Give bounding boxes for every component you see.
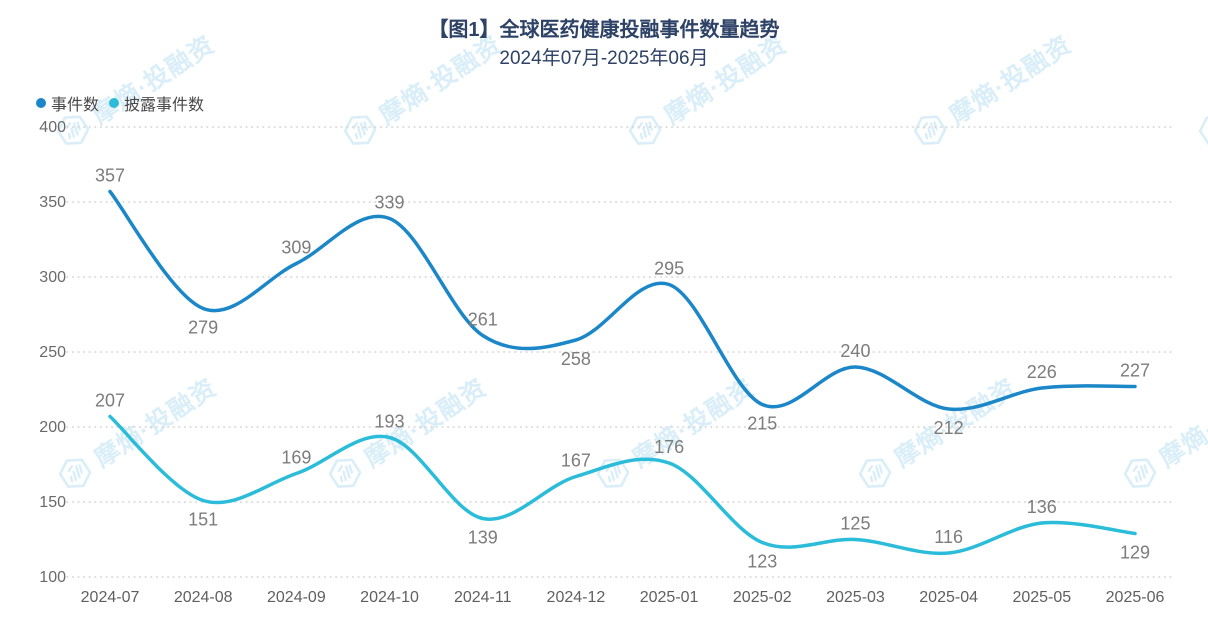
y-axis-tick-label: 400 (39, 119, 66, 136)
chart-legend: 事件数 披露事件数 (36, 91, 204, 115)
y-axis-tick-label: 250 (39, 344, 66, 361)
x-axis-tick-label: 2024-11 (454, 589, 512, 606)
data-label: 258 (561, 349, 591, 369)
data-label: 226 (1027, 362, 1057, 382)
y-axis-tick-label: 100 (39, 569, 66, 586)
data-label: 339 (375, 193, 405, 213)
series-line-1 (108, 414, 1137, 556)
x-axis-tick-label: 2025-02 (733, 589, 792, 606)
x-axis-tick-label: 2025-04 (919, 589, 978, 606)
x-axis-tick-label: 2024-09 (267, 589, 326, 606)
data-label: 116 (934, 527, 963, 547)
x-axis-tick-label: 2024-12 (547, 589, 606, 606)
data-label: 136 (1027, 497, 1057, 517)
x-axis-tick-label: 2024-10 (360, 589, 419, 606)
data-label: 129 (1120, 543, 1150, 563)
y-axis-tick-label: 150 (39, 494, 66, 511)
data-label: 212 (934, 418, 964, 438)
data-label: 167 (561, 451, 591, 471)
data-label: 240 (840, 341, 870, 361)
y-axis-tick-label: 350 (39, 194, 66, 211)
y-axis-tick-label: 200 (39, 419, 66, 436)
data-label: 215 (747, 414, 777, 434)
chart-title: 【图1】全球医药健康投融事件数量趋势 (428, 19, 780, 41)
legend-item-label: 事件数 (51, 97, 100, 114)
data-label: 279 (188, 318, 218, 338)
x-axis-tick-label: 2025-05 (1012, 589, 1071, 606)
legend-dot-icon (36, 98, 46, 108)
data-label: 295 (654, 259, 684, 279)
data-label: 357 (95, 166, 125, 186)
data-label: 193 (375, 412, 405, 432)
data-label: 125 (840, 514, 870, 534)
series-line-0 (108, 189, 1137, 412)
x-axis-tick-label: 2025-03 (826, 589, 885, 606)
data-label: 261 (468, 310, 498, 330)
data-label: 123 (747, 552, 777, 572)
legend-dot-icon (109, 98, 120, 108)
x-axis-tick-label: 2024-07 (81, 589, 140, 606)
data-label: 151 (188, 510, 218, 530)
data-label: 227 (1120, 361, 1150, 381)
data-label: 169 (281, 448, 311, 468)
x-axis-tick-label: 2025-06 (1106, 589, 1165, 606)
data-label: 207 (95, 391, 125, 411)
data-label: 176 (654, 437, 684, 457)
data-label: 309 (281, 238, 311, 258)
legend-item-0[interactable]: 事件数 (36, 91, 99, 115)
legend-item-label: 披露事件数 (124, 97, 205, 114)
x-axis-tick-label: 2024-08 (174, 589, 233, 606)
x-axis-tick-label: 2025-01 (640, 589, 699, 606)
data-label: 139 (468, 528, 498, 548)
chart-subtitle: 2024年07月-2025年06月 (499, 48, 709, 69)
y-axis-tick-label: 300 (39, 269, 66, 286)
legend-item-1[interactable]: 披露事件数 (109, 91, 204, 115)
